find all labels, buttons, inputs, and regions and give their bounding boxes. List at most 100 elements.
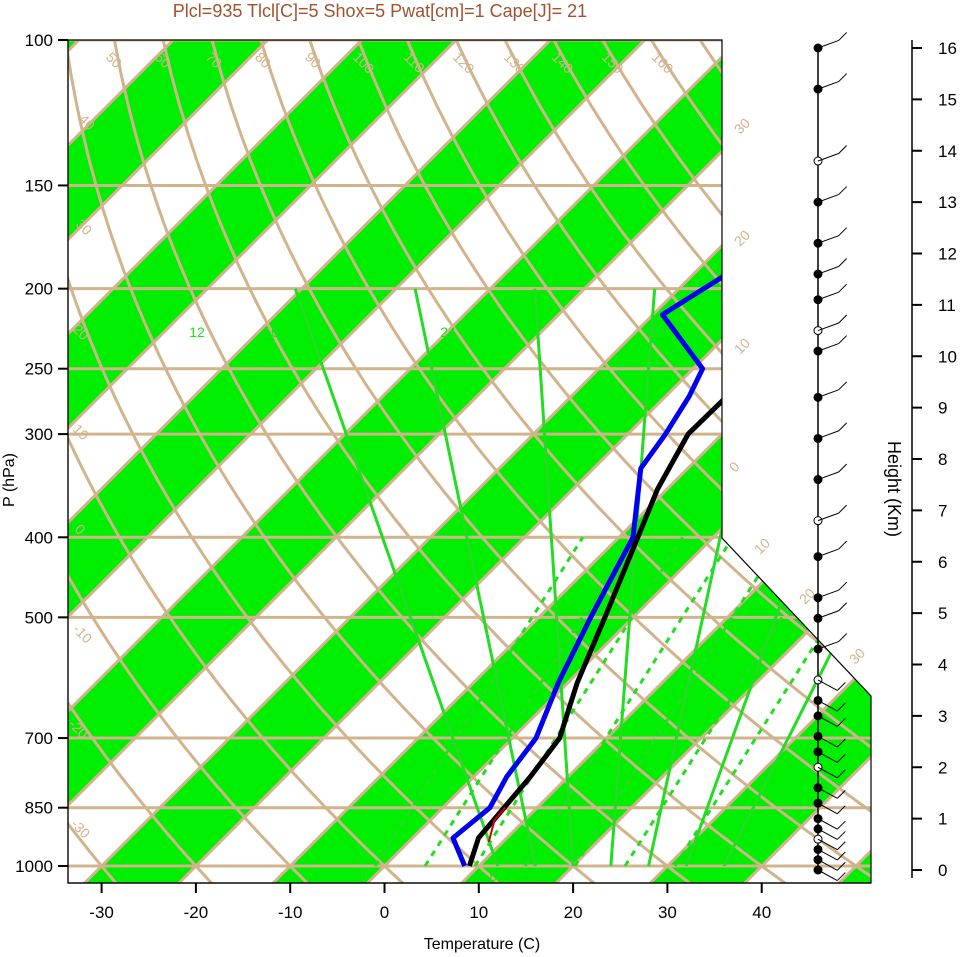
x-tick-label: -30 <box>89 903 114 922</box>
y-tick-label: 150 <box>25 176 53 195</box>
wind-barb-flag <box>836 702 846 712</box>
wind-barb <box>817 430 839 439</box>
dry-adiabat <box>405 40 871 883</box>
wind-barb-flag <box>838 258 848 267</box>
wind-barb <box>817 39 839 49</box>
mixing-ratio-label: 24 <box>440 324 456 340</box>
green-band <box>68 40 871 883</box>
wind-barb-flag <box>838 381 848 391</box>
wind-barb <box>817 610 839 619</box>
wind-barb-flag <box>838 314 848 324</box>
wind-barb-flag <box>838 581 848 591</box>
x-axis-label: Temperature (C) <box>424 936 540 953</box>
wind-column <box>813 32 848 881</box>
wind-barb-flag <box>838 463 848 473</box>
isotherm-label: 0 <box>726 458 743 475</box>
dry-adiabat <box>308 40 871 883</box>
dry-adiabat <box>68 40 596 883</box>
wind-barb <box>817 471 839 481</box>
height-tick-label: 11 <box>938 296 956 315</box>
wind-barb-flag <box>838 32 848 41</box>
y-axis-label: P (hPa) <box>1 453 18 507</box>
isotherm-line <box>68 40 684 883</box>
wind-barb-flag <box>838 335 848 344</box>
y-tick-label: 100 <box>25 31 53 50</box>
y-tick-label: 850 <box>25 799 53 818</box>
mixing-ratio-label: 3 <box>360 868 368 884</box>
x-tick-label: 40 <box>752 903 771 922</box>
height-tick-label: 14 <box>938 142 957 161</box>
y-axis: 100 150 200 250 300 400 500 700 850 1000 <box>15 31 69 883</box>
wind-barb <box>817 589 839 599</box>
x-tick-label: 0 <box>380 903 389 922</box>
wind-barb-flag <box>838 186 848 195</box>
wind-barb-flag <box>836 851 846 861</box>
wind-barb-flag <box>836 738 846 748</box>
wind-barb-flag <box>836 718 846 727</box>
dry-adiabat <box>68 40 309 883</box>
isotherm-line <box>68 40 495 883</box>
green-band <box>461 40 871 883</box>
wind-barb-flag <box>838 633 848 642</box>
height-tick-label: 13 <box>938 193 957 212</box>
wind-barb-flag <box>836 831 846 840</box>
wind-barb <box>817 859 838 871</box>
wind-barb <box>817 512 839 522</box>
height-tick-label: 2 <box>938 758 947 777</box>
wind-barb <box>817 715 838 727</box>
green-band <box>68 40 494 883</box>
isotherm-line <box>0 2 22 883</box>
dry-adiabat <box>259 40 871 883</box>
wind-barb <box>817 389 839 398</box>
dry-adiabat <box>68 40 214 883</box>
wind-barb <box>817 869 838 881</box>
chart-title: Plcl=935 Tlcl[C]=5 Shox=5 Pwat[cm]=1 Cap… <box>173 1 587 21</box>
wind-barb <box>817 548 839 558</box>
green-band <box>68 40 683 883</box>
wind-barb <box>817 849 838 861</box>
wind-barb <box>817 751 838 763</box>
wind-barb-flag <box>836 682 846 691</box>
x-tick-label: -20 <box>184 903 209 922</box>
height-tick-label: 5 <box>938 604 947 623</box>
wind-barb-flag <box>838 145 848 154</box>
height-axis-label: Height (Km) <box>884 441 904 537</box>
x-axis: -30 -20 -10 0 10 20 30 40 <box>68 882 871 922</box>
isotherm-line <box>933 2 961 883</box>
dry-adiabat <box>68 40 405 883</box>
dry-adiabat <box>210 40 871 883</box>
x-tick-label: -10 <box>278 903 303 922</box>
wind-barb <box>817 81 839 90</box>
wind-barb <box>817 641 839 650</box>
wind-barb <box>817 735 838 748</box>
wind-barb <box>817 343 839 352</box>
wind-barb <box>817 766 838 779</box>
mixing-ratio-label: 12 <box>189 324 205 340</box>
height-tick-label: 3 <box>938 707 947 726</box>
height-tick-label: 8 <box>938 450 947 469</box>
moist-adiabat <box>533 288 575 867</box>
isotherm-label: -30 <box>68 816 94 842</box>
wind-barb <box>817 787 838 799</box>
wind-barb <box>817 700 838 712</box>
wind-barb <box>817 153 839 162</box>
height-tick-label: 0 <box>938 861 947 880</box>
wind-barb-flag <box>836 820 846 830</box>
mixing-ratio-label: 8 <box>489 868 497 884</box>
wind-barb-flag <box>838 540 848 550</box>
isotherm-label: 30 <box>846 645 868 667</box>
isotherm-label: 50 <box>103 49 125 71</box>
wind-barb-flag <box>836 841 846 851</box>
dry-adiabat <box>112 40 692 883</box>
wind-barb-flag <box>836 872 846 881</box>
isotherm-line <box>68 40 307 883</box>
wind-barb-flag <box>838 73 848 82</box>
height-tick-label: 16 <box>938 39 957 58</box>
wind-barb <box>817 291 839 301</box>
wind-barb <box>817 802 838 815</box>
wind-barb-flag <box>836 789 846 799</box>
wind-barb <box>817 235 839 244</box>
wind-barb-flag <box>838 422 848 432</box>
y-tick-label: 1000 <box>15 857 53 876</box>
